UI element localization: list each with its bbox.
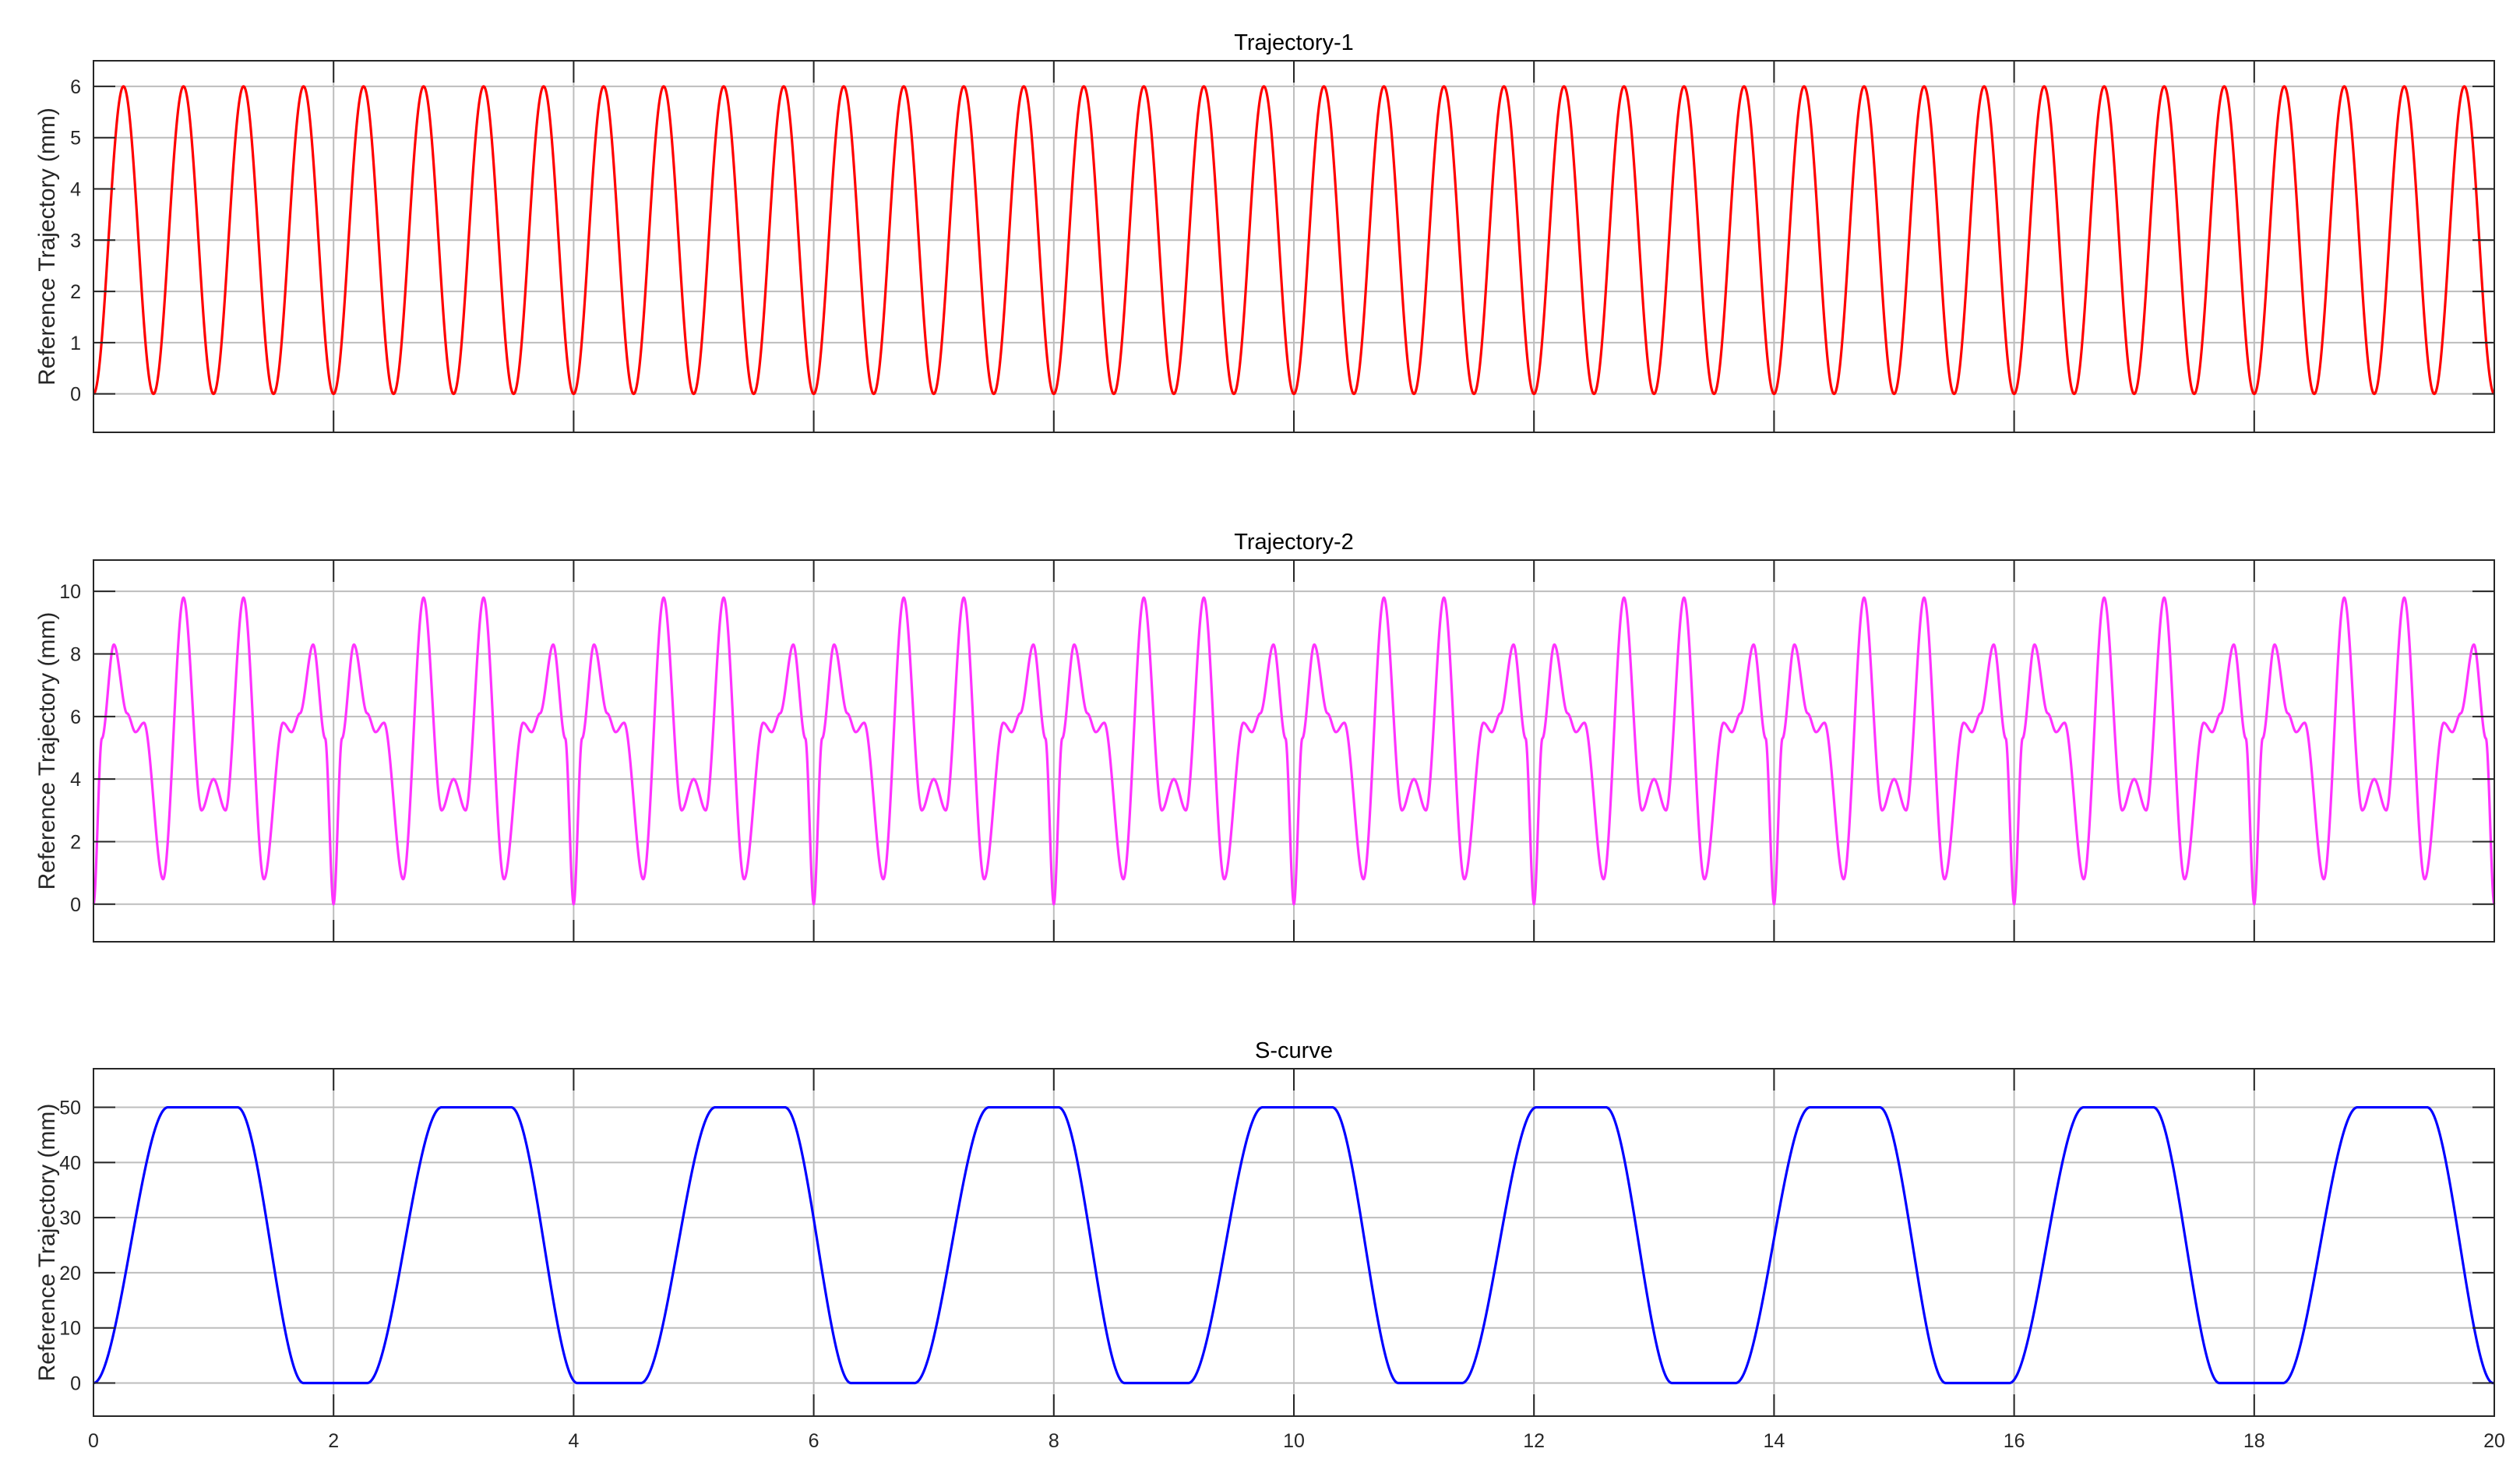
x-tick-label: 16 (2004, 1430, 2025, 1452)
y-tick-label: 4 (70, 769, 81, 791)
x-tick-label: 18 (2243, 1430, 2265, 1452)
x-tick-label: 20 (2483, 1430, 2505, 1452)
y-tick-label: 3 (70, 230, 81, 252)
x-tick-label: 6 (809, 1430, 819, 1452)
x-tick-label: 12 (1523, 1430, 1545, 1452)
chart-title: Trajectory-2 (1234, 530, 1354, 555)
y-axis-label: Reference Trajectory (mm) (34, 1104, 60, 1382)
series-line (92, 85, 2496, 396)
y-tick-label: 2 (70, 281, 81, 303)
y-tick-label: 5 (70, 128, 81, 150)
y-tick-label: 6 (70, 707, 81, 728)
chart-title: S-curve (1255, 1038, 1333, 1063)
y-tick-label: 10 (59, 581, 81, 603)
x-tick-label: 2 (328, 1430, 339, 1452)
chart-title: Trajectory-1 (1234, 30, 1354, 55)
trajectory-1-panel: 0 1 2 3 4 5 6 Trajectory-1 Reference Trajectory … (34, 30, 2496, 433)
y-tick-label: 6 (70, 76, 81, 98)
y-tick-label: 1 (70, 333, 81, 354)
y-tick-label: 0 (70, 384, 81, 406)
y-tick-label: 50 (59, 1098, 81, 1119)
y-axis-label: Reference Trajectory (mm) (34, 612, 60, 890)
x-tick-label: 4 (568, 1430, 579, 1452)
y-tick-label: 0 (70, 1373, 81, 1395)
trajectory-2-panel: 0 2 4 6 8 10 Trajectory-2 Reference Trajectory … (34, 530, 2496, 943)
s-curve-panel: 0 10 20 30 40 50 0 2 4 6 8 10 12 14 16 18 20 S-curve Refer… (34, 1038, 2505, 1452)
y-tick-label: 2 (70, 831, 81, 853)
y-axis-label: Reference Trajectory (mm) (34, 107, 60, 386)
y-tick-label: 20 (59, 1263, 81, 1284)
x-tick-label: 10 (1283, 1430, 1305, 1452)
series-line (92, 1105, 2496, 1385)
y-tick-label: 10 (59, 1318, 81, 1340)
y-tick-label: 0 (70, 894, 81, 916)
x-tick-label: 14 (1763, 1430, 1785, 1452)
y-tick-label: 30 (59, 1207, 81, 1229)
y-tick-label: 40 (59, 1152, 81, 1174)
x-tick-label: 0 (88, 1430, 99, 1452)
series-line (92, 596, 2496, 906)
x-tick-label: 8 (1049, 1430, 1059, 1452)
y-tick-label: 4 (70, 178, 81, 200)
y-tick-label: 8 (70, 643, 81, 665)
